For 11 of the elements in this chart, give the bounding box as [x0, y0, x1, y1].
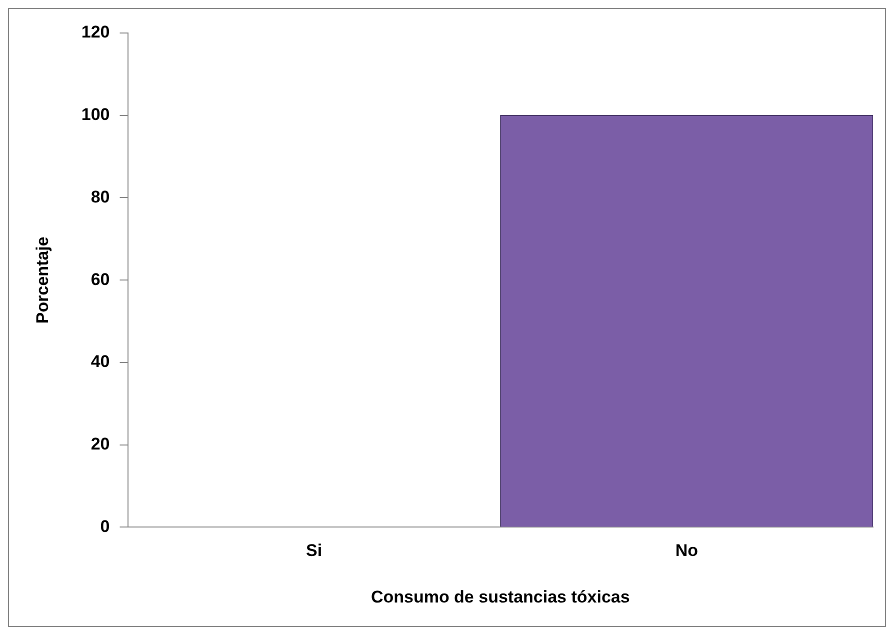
x-tick-label: No [675, 541, 698, 560]
y-tick-label: 20 [90, 434, 110, 454]
y-tick-label: 100 [81, 105, 110, 124]
y-tick-label: 40 [90, 352, 110, 372]
x-tick-label: Si [306, 541, 322, 560]
y-tick-label: 60 [90, 270, 110, 289]
y-tick-label: 80 [90, 187, 110, 206]
x-axis-title: Consumo de sustancias tóxicas [370, 587, 630, 606]
y-tick-label: 120 [81, 22, 110, 42]
y-tick-label: 0 [100, 516, 110, 536]
y-axis-title: Porcentaje [32, 236, 52, 324]
